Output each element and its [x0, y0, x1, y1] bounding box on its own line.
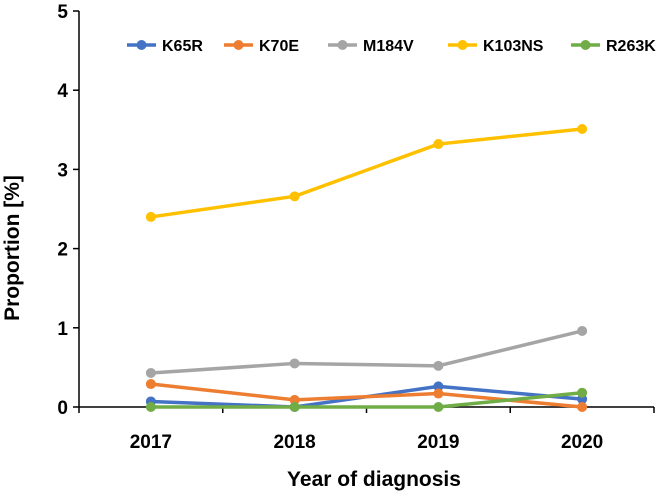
data-point-m184v [433, 360, 444, 371]
data-point-k70e [433, 388, 444, 399]
data-point-m184v [145, 367, 156, 378]
data-point-m184v [577, 325, 588, 336]
series-k103ns [145, 124, 588, 222]
x-axis-ticks: 2017 2018 2019 2020 [78, 407, 655, 453]
y-axis-ticks: 0 1 2 3 4 5 [57, 2, 79, 419]
data-point-r263k [145, 402, 156, 412]
axes [78, 11, 654, 408]
x-tick-label: 2020 [561, 432, 603, 453]
data-point-k103ns [289, 191, 300, 202]
data-point-k103ns [577, 124, 588, 135]
data-point-k103ns [145, 211, 156, 222]
data-point-m184v [289, 358, 300, 369]
legend: K65R K70E M184V K103NS R263K [127, 38, 656, 55]
data-point-r263k [289, 402, 300, 412]
y-tick-label: 0 [57, 398, 68, 419]
data-point-k103ns [433, 139, 444, 150]
legend-label-r263k: R263K [606, 38, 656, 55]
series-r263k [145, 387, 588, 412]
series-line-m184v [149, 329, 584, 375]
data-point-k70e [577, 402, 588, 412]
data-point-k70e [145, 379, 156, 390]
x-tick-label: 2019 [417, 432, 459, 453]
series-m184v [145, 325, 588, 378]
legend-label-k70e: K70E [259, 38, 299, 55]
series-lines [145, 124, 588, 412]
y-tick-label: 2 [57, 240, 68, 261]
data-point-k70e [289, 394, 300, 405]
data-point-r263k [433, 402, 444, 412]
data-point-r263k [577, 387, 588, 398]
series-line-r263k [149, 390, 584, 409]
legend-marker-k103ns [457, 40, 468, 50]
y-axis-title: Proportion [%] [1, 175, 24, 321]
data-point-k65r [433, 381, 444, 392]
legend-marker-k70e [233, 40, 244, 50]
legend-marker-r263k [580, 40, 591, 50]
legend-marker-m184v [337, 40, 348, 50]
x-tick-label: 2017 [130, 432, 172, 453]
y-tick-label: 3 [57, 160, 68, 181]
y-tick-label: 4 [57, 81, 68, 102]
legend-label-k65r: K65R [162, 38, 203, 55]
legend-label-k103ns: K103NS [483, 38, 544, 55]
y-tick-label: 1 [57, 319, 68, 340]
series-line-k103ns [149, 127, 584, 219]
y-tick-label: 5 [57, 2, 68, 23]
legend-label-m184v: M184V [363, 38, 414, 55]
legend-marker-k65r [136, 40, 147, 50]
x-tick-label: 2018 [273, 432, 315, 453]
x-axis-title: Year of diagnosis [287, 468, 461, 491]
